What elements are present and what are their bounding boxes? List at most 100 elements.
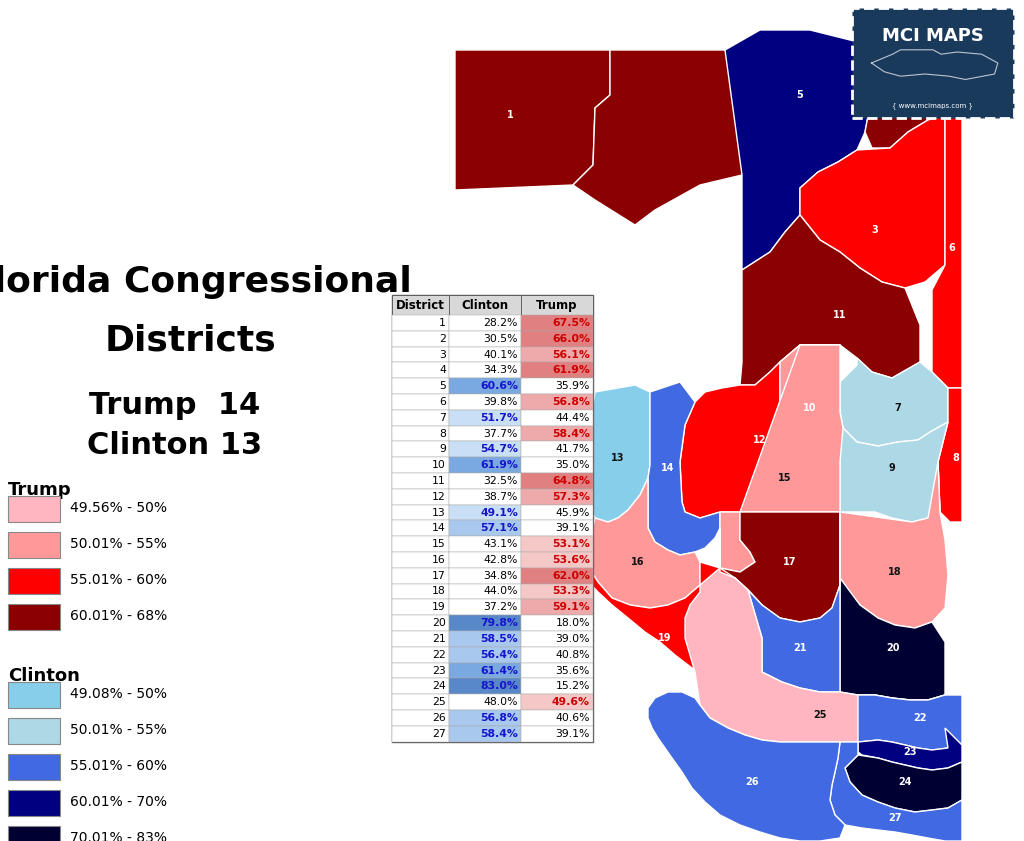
Text: 60.01% - 70%: 60.01% - 70%	[70, 795, 167, 809]
Text: 9: 9	[439, 444, 446, 454]
Bar	[449, 295, 521, 315]
Text: 50.01% - 55%: 50.01% - 55%	[70, 537, 167, 551]
Bar	[392, 489, 449, 505]
Bar	[392, 442, 449, 458]
Text: 10: 10	[432, 460, 446, 470]
Text: 12: 12	[754, 435, 767, 445]
Bar	[449, 473, 521, 489]
Text: 51.7%: 51.7%	[480, 413, 518, 423]
Polygon shape	[455, 50, 610, 190]
Text: 61.9%: 61.9%	[480, 460, 518, 470]
Bar	[449, 505, 521, 521]
Bar	[449, 616, 521, 631]
Polygon shape	[932, 105, 962, 388]
Bar	[449, 600, 521, 616]
Bar	[449, 552, 521, 568]
Text: MCI MAPS: MCI MAPS	[882, 27, 984, 45]
Text: 53.3%: 53.3%	[552, 586, 590, 596]
Text: 2: 2	[439, 334, 446, 344]
Text: 24: 24	[898, 777, 911, 787]
Text: 2: 2	[651, 223, 658, 233]
Text: 1: 1	[439, 318, 446, 328]
Bar	[521, 726, 593, 742]
Bar	[521, 521, 593, 537]
Polygon shape	[573, 50, 742, 225]
Bar	[392, 331, 449, 346]
Text: 15: 15	[778, 473, 792, 483]
Polygon shape	[748, 512, 840, 692]
Text: 5: 5	[797, 90, 804, 100]
Text: 60.6%: 60.6%	[480, 381, 518, 391]
Text: Trump: Trump	[8, 481, 72, 499]
Text: 41.7%: 41.7%	[556, 444, 590, 454]
Bar	[392, 426, 449, 442]
Text: 62.0%: 62.0%	[552, 571, 590, 580]
Text: 23: 23	[432, 665, 446, 675]
Bar	[392, 694, 449, 710]
Polygon shape	[680, 362, 840, 518]
Text: 28.2%: 28.2%	[483, 318, 518, 328]
Bar	[521, 442, 593, 458]
Bar	[521, 331, 593, 346]
Polygon shape	[800, 115, 945, 288]
Bar	[521, 410, 593, 426]
Bar	[392, 663, 449, 679]
Text: 6: 6	[948, 243, 955, 253]
Text: 57.3%: 57.3%	[552, 492, 590, 502]
Text: 8: 8	[952, 453, 959, 463]
Bar	[521, 647, 593, 663]
Bar	[392, 473, 449, 489]
Text: 48.0%: 48.0%	[483, 697, 518, 707]
Text: 44.4%: 44.4%	[556, 413, 590, 423]
Text: 18.0%: 18.0%	[555, 618, 590, 628]
Bar	[449, 663, 521, 679]
Text: 44.0%: 44.0%	[483, 586, 518, 596]
Text: 15: 15	[432, 539, 446, 549]
Bar	[521, 616, 593, 631]
Bar	[392, 362, 449, 378]
Bar	[449, 378, 521, 394]
Bar	[392, 378, 449, 394]
Text: 7: 7	[895, 403, 901, 413]
Text: 17: 17	[783, 557, 797, 567]
Text: 66.0%: 66.0%	[552, 334, 590, 344]
Text: 15.2%: 15.2%	[556, 681, 590, 691]
Bar	[449, 489, 521, 505]
Text: District: District	[396, 299, 445, 311]
Bar	[392, 295, 449, 315]
Text: 83.0%: 83.0%	[480, 681, 518, 691]
Text: 39.8%: 39.8%	[483, 397, 518, 407]
Text: 30.5%: 30.5%	[483, 334, 518, 344]
Text: { www.mcimaps.com }: { www.mcimaps.com }	[893, 103, 974, 109]
Text: 19: 19	[432, 602, 446, 612]
Text: 12: 12	[432, 492, 446, 502]
Text: 56.4%: 56.4%	[480, 650, 518, 659]
Bar	[449, 726, 521, 742]
Bar	[392, 295, 593, 742]
Bar	[392, 679, 449, 694]
Bar	[8, 568, 60, 594]
Text: 6: 6	[439, 397, 446, 407]
Text: 43.1%: 43.1%	[483, 539, 518, 549]
Text: 61.4%: 61.4%	[480, 665, 518, 675]
Text: 26: 26	[432, 713, 446, 723]
Bar	[449, 442, 521, 458]
Text: Clinton: Clinton	[462, 299, 509, 311]
Text: Florida Congressional: Florida Congressional	[0, 265, 412, 299]
Bar	[392, 505, 449, 521]
Text: 56.8%: 56.8%	[552, 397, 590, 407]
Polygon shape	[840, 578, 945, 700]
Bar	[521, 631, 593, 647]
Text: 16: 16	[432, 555, 446, 565]
Text: 58.4%: 58.4%	[552, 429, 590, 438]
Bar	[392, 647, 449, 663]
Bar	[392, 568, 449, 584]
Polygon shape	[572, 488, 762, 672]
Text: 39.0%: 39.0%	[555, 634, 590, 644]
Text: 56.8%: 56.8%	[480, 713, 518, 723]
Text: 59.1%: 59.1%	[552, 602, 590, 612]
Text: 4: 4	[906, 65, 913, 75]
Polygon shape	[740, 215, 920, 385]
Polygon shape	[858, 695, 962, 750]
Text: 49.6%: 49.6%	[552, 697, 590, 707]
